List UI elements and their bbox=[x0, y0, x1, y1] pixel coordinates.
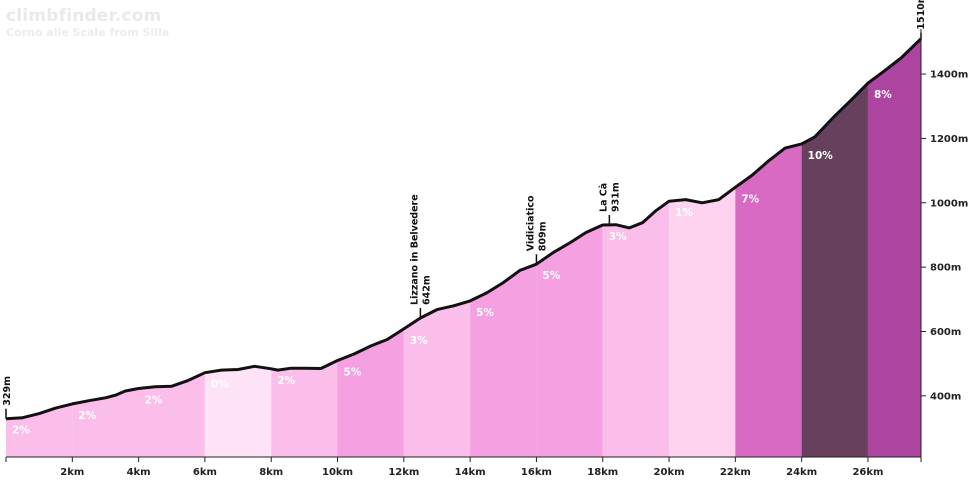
y-tick-label-1: 600m bbox=[930, 327, 961, 338]
y-tick-label-3: 1000m bbox=[930, 198, 968, 209]
waypoint-name-3: La Cà bbox=[598, 183, 609, 212]
gradient-label-11: 7% bbox=[741, 193, 759, 205]
gradient-segment-10 bbox=[669, 38, 736, 457]
gradient-segment-4 bbox=[271, 38, 338, 457]
gradient-segment-5 bbox=[337, 38, 404, 457]
y-tick-label-0: 400m bbox=[930, 391, 961, 402]
gradient-segment-11 bbox=[735, 38, 802, 457]
waypoint-name-2: Vidiciatico bbox=[525, 195, 536, 251]
gradient-label-4: 2% bbox=[277, 375, 295, 387]
gradient-label-2: 2% bbox=[145, 394, 163, 406]
gradient-label-6: 3% bbox=[410, 335, 428, 347]
gradient-segment-0 bbox=[6, 38, 73, 457]
gradient-label-0: 2% bbox=[12, 425, 30, 437]
x-tick-label-2: 6km bbox=[193, 467, 217, 478]
x-tick-label-1: 4km bbox=[127, 467, 151, 478]
elevation-profile-line bbox=[5, 37, 923, 421]
waypoint-elevation-4: 1510m bbox=[916, 0, 927, 30]
x-tick-label-11: 24km bbox=[786, 467, 817, 478]
gradient-label-8: 5% bbox=[542, 270, 560, 282]
waypoint-elevation-0: 329m bbox=[2, 376, 13, 406]
waypoint-elevation-3: 931m bbox=[610, 182, 621, 212]
gradient-segment-3 bbox=[204, 38, 272, 457]
gradient-label-13: 8% bbox=[874, 89, 892, 101]
x-tick-label-6: 14km bbox=[455, 467, 486, 478]
x-tick-label-0: 2km bbox=[60, 467, 84, 478]
x-tick-label-3: 8km bbox=[259, 467, 283, 478]
gradient-label-3: 0% bbox=[211, 379, 229, 391]
gradient-label-7: 5% bbox=[476, 307, 494, 319]
gradient-label-1: 2% bbox=[78, 410, 96, 422]
axes: 2km 4km 6km 8km 10km 12km 14km 16km 18km 20km 22km… bbox=[5, 29, 968, 478]
gradient-segments bbox=[6, 38, 921, 457]
y-tick-label-4: 1200m bbox=[930, 134, 968, 145]
gradient-segment-13 bbox=[867, 38, 921, 457]
x-tick-label-7: 16km bbox=[521, 467, 552, 478]
x-tick-label-8: 18km bbox=[587, 467, 618, 478]
brand-title: climbfinder.com bbox=[6, 6, 162, 26]
y-tick-label-2: 800m bbox=[930, 263, 961, 274]
gradient-label-5: 5% bbox=[344, 366, 362, 378]
gradient-label-9: 3% bbox=[609, 231, 627, 243]
gradient-label-12: 10% bbox=[808, 150, 834, 162]
x-tick-label-4: 10km bbox=[322, 467, 353, 478]
gradient-segment-12 bbox=[801, 38, 868, 457]
x-tick-label-5: 12km bbox=[388, 467, 419, 478]
x-tick-label-12: 26km bbox=[852, 467, 883, 478]
waypoint-elevation-1: 642m bbox=[421, 275, 432, 305]
waypoint-name-1: Lizzano in Belvedere bbox=[409, 194, 420, 305]
waypoint-elevation-2: 809m bbox=[537, 221, 548, 251]
gradient-segment-2 bbox=[138, 38, 205, 457]
gradient-labels: 2% 2% 2% 0% 2% 5% 3% 5% 5% 3% 1% 7% 10% 8% bbox=[12, 89, 892, 437]
x-tick-label-9: 20km bbox=[654, 467, 685, 478]
y-tick-label-5: 1400m bbox=[930, 70, 968, 81]
gradient-label-10: 1% bbox=[675, 207, 693, 219]
x-tick-label-10: 22km bbox=[720, 467, 751, 478]
brand-watermark: climbfinder.com Corno alle Scale from Si… bbox=[6, 6, 169, 40]
brand-subtitle: Corno alle Scale from Silla bbox=[6, 26, 170, 39]
